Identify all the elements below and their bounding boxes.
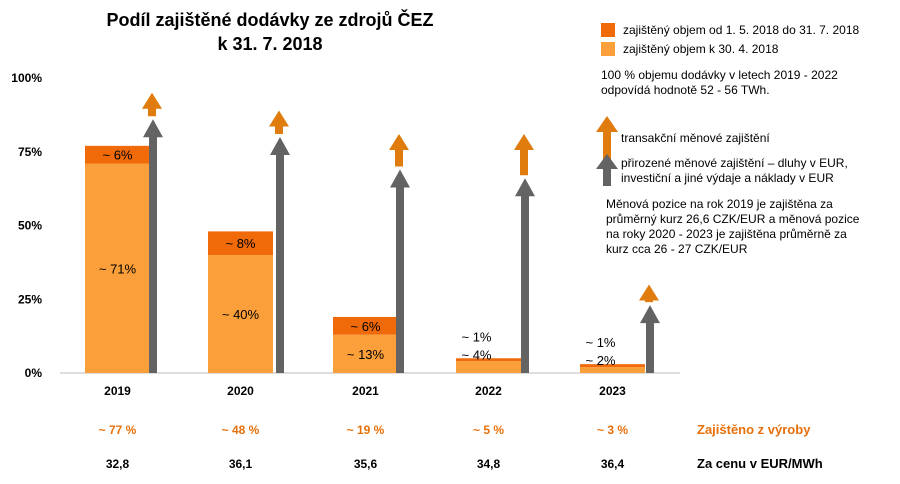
footer-price-value: 35,6 (353, 457, 378, 471)
y-tick-label: 100% (11, 71, 42, 85)
y-tick-label: 0% (25, 366, 43, 380)
bar-secured-to-apr (333, 334, 398, 373)
x-tick-label: 2022 (475, 384, 502, 398)
bar-label-secured-may-jul: ~ 1% (586, 335, 616, 350)
legend-item-light: zajištěný objem k 30. 4. 2018 (601, 42, 778, 56)
natural-hedge-arrow (640, 305, 660, 373)
bar-secured-to-apr (208, 255, 273, 373)
footer-pct-value: ~ 19 % (346, 423, 385, 437)
note-currency-line2: průměrný kurz 26,6 CZK/EUR a měnová pozi… (606, 212, 860, 226)
bar-label-secured-may-jul: ~ 1% (462, 329, 492, 344)
footer-pct-value: ~ 48 % (221, 423, 260, 437)
footer-price-value: 34,8 (476, 457, 501, 471)
x-tick-label: 2019 (104, 384, 131, 398)
legend-gray-arrow-icon (596, 154, 618, 186)
chart-title-line1: Podíl zajištěné dodávky ze zdrojů ČEZ (106, 10, 434, 30)
note-volume-line2: odpovídá hodnotě 52 - 56 TWh. (601, 83, 770, 97)
bar-label-secured-may-jul: ~ 8% (226, 236, 256, 251)
note-volume: 100 % objemu dodávky v letech 2019 - 202… (601, 68, 838, 98)
legend-label-light: zajištěný objem k 30. 4. 2018 (623, 42, 779, 56)
legend-item-dark: zajištěný objem od 1. 5. 2018 do 31. 7. … (601, 23, 859, 37)
bar-label-secured-to-apr: ~ 4% (462, 347, 492, 362)
bar-label-secured-may-jul: ~ 6% (103, 148, 133, 163)
natural-hedge-arrow (515, 178, 535, 373)
note-currency-line4: kurz cca 26 - 27 CZK/EUR (606, 242, 748, 256)
chart-title-line2: k 31. 7. 2018 (217, 34, 323, 54)
transaction-hedge-arrow (142, 92, 162, 117)
footer-pct-value: ~ 5 % (472, 423, 505, 437)
note-currency-line3: na roky 2020 - 2023 je zajištěna průměrn… (606, 227, 847, 241)
footer-price-label: Za cenu v EUR/MWh (697, 456, 823, 471)
y-tick-label: 50% (18, 219, 42, 233)
legend-label-dark: zajištěný objem od 1. 5. 2018 do 31. 7. … (623, 23, 860, 37)
bar-label-secured-may-jul: ~ 6% (351, 319, 381, 334)
bar-secured-may-jul (208, 231, 273, 255)
x-tick-label: 2021 (352, 384, 379, 398)
natural-hedge-arrow (270, 137, 290, 373)
legend-gray-arrow-label: přirozené měnové zajištění – dluhy v EUR… (621, 156, 848, 186)
x-tick-label: 2020 (227, 384, 254, 398)
y-tick-label: 75% (18, 145, 42, 159)
y-tick-label: 25% (18, 292, 42, 306)
chart-title: Podíl zajištěné dodávky ze zdrojů ČEZ k … (90, 8, 450, 56)
bar-secured-may-jul (580, 364, 645, 368)
transaction-hedge-arrow (389, 134, 409, 167)
legend-swatch-dark (601, 23, 615, 37)
legend-orange-arrow-label: transakční měnové zajištění (621, 131, 770, 145)
bar-label-secured-to-apr: ~ 13% (347, 347, 385, 362)
legend-gray-arrow-label-line1: přirozené měnové zajištění – dluhy v EUR… (621, 156, 848, 170)
chart-canvas: 0% 25% 50% 75% 100% ~ 71% ~ 6% 2019 ~ 40% ~ 8% 202… (11, 71, 680, 398)
footer-pct-value: ~ 3 % (596, 423, 629, 437)
footer-price-value: 32,8 (105, 457, 130, 471)
bar-secured-may-jul (456, 358, 521, 362)
footer-price-value: 36,4 (600, 457, 625, 471)
footer-pct-label: Zajištěno z výroby (697, 422, 811, 437)
natural-hedge-arrow (390, 169, 410, 373)
transaction-hedge-arrow (269, 110, 289, 134)
bar-label-secured-to-apr: ~ 71% (99, 261, 137, 276)
legend-gray-arrow-label-line2: investiční a jiné výdaje a náklady v EUR (621, 171, 834, 185)
footer-pct-value: ~ 77 % (98, 423, 137, 437)
bar-secured-to-apr (85, 163, 150, 373)
bar-label-secured-to-apr: ~ 40% (222, 307, 260, 322)
bar-secured-to-apr (456, 361, 521, 373)
bar-secured-may-jul (333, 316, 398, 335)
bar-secured-may-jul (85, 145, 150, 164)
footer-price-value: 36,1 (228, 457, 253, 471)
x-tick-label: 2023 (599, 384, 626, 398)
transaction-hedge-arrow (639, 284, 659, 303)
legend-swatch-light (601, 42, 615, 56)
note-currency-line1: Měnová pozice na rok 2019 je zajištěna z… (606, 197, 833, 211)
note-currency: Měnová pozice na rok 2019 je zajištěna z… (606, 197, 859, 257)
legend-orange-arrow-icon (596, 116, 618, 160)
bar-secured-to-apr (580, 367, 645, 373)
transaction-hedge-arrow (514, 134, 534, 176)
natural-hedge-arrow (143, 119, 163, 373)
bar-label-secured-to-apr: ~ 2% (586, 353, 616, 368)
note-volume-line1: 100 % objemu dodávky v letech 2019 - 202… (601, 68, 838, 82)
